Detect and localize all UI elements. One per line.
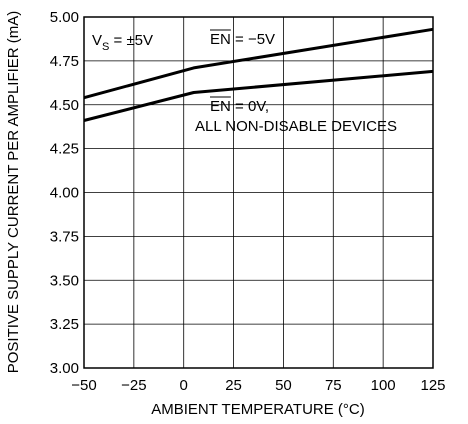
vs-rest: = ±5V xyxy=(109,32,153,49)
series-lines xyxy=(83,27,434,122)
x-tick-label: 100 xyxy=(371,377,396,394)
vs-annotation: VS = ±5V xyxy=(92,32,153,53)
y-axis-title: POSITIVE SUPPLY CURRENT PER AMPLIFIER (m… xyxy=(5,11,22,374)
y-tick-label: 3.50 xyxy=(50,272,79,289)
en-neg-rest: = −5V xyxy=(231,31,275,48)
x-tick-label: −25 xyxy=(121,377,146,394)
tick-labels: −50 −25 0 25 50 75 100 125 3.00 3.25 3.50 3.75 4.00 4… xyxy=(50,9,446,394)
x-tick-label: −50 xyxy=(71,377,96,394)
en-neg-annotation: EN = −5V xyxy=(210,31,275,48)
y-tick-label: 3.25 xyxy=(50,316,79,333)
y-tick-label: 4.00 xyxy=(50,185,79,202)
x-tick-label: 125 xyxy=(420,377,445,394)
x-tick-label: 75 xyxy=(325,377,342,394)
y-tick-label: 3.00 xyxy=(50,360,79,377)
series-line-en-0v xyxy=(83,69,434,122)
vs-prefix: V xyxy=(92,32,102,49)
x-axis-title: AMBIENT TEMPERATURE (°C) xyxy=(151,401,365,418)
y-tick-label: 3.75 xyxy=(50,228,79,245)
y-tick-label: 4.25 xyxy=(50,141,79,158)
en-zero-rest: = 0V, xyxy=(231,98,269,115)
x-tick-label: 50 xyxy=(275,377,292,394)
en-overbar-label: EN xyxy=(210,98,231,115)
en-overbar-label: EN xyxy=(210,31,231,48)
vs-subscript: S xyxy=(102,41,109,53)
plot-frame xyxy=(83,16,434,369)
en-zero-annotation-line2: ALL NON-DISABLE DEVICES xyxy=(195,118,397,135)
series-line-en-neg5v xyxy=(83,27,434,100)
x-tick-label: 25 xyxy=(225,377,242,394)
y-tick-label: 4.75 xyxy=(50,53,79,70)
y-tick-label: 4.50 xyxy=(50,97,79,114)
en-zero-annotation: EN = 0V, xyxy=(210,98,269,115)
x-tick-label: 0 xyxy=(180,377,188,394)
grid-lines xyxy=(84,17,433,368)
y-tick-label: 5.00 xyxy=(50,9,79,26)
